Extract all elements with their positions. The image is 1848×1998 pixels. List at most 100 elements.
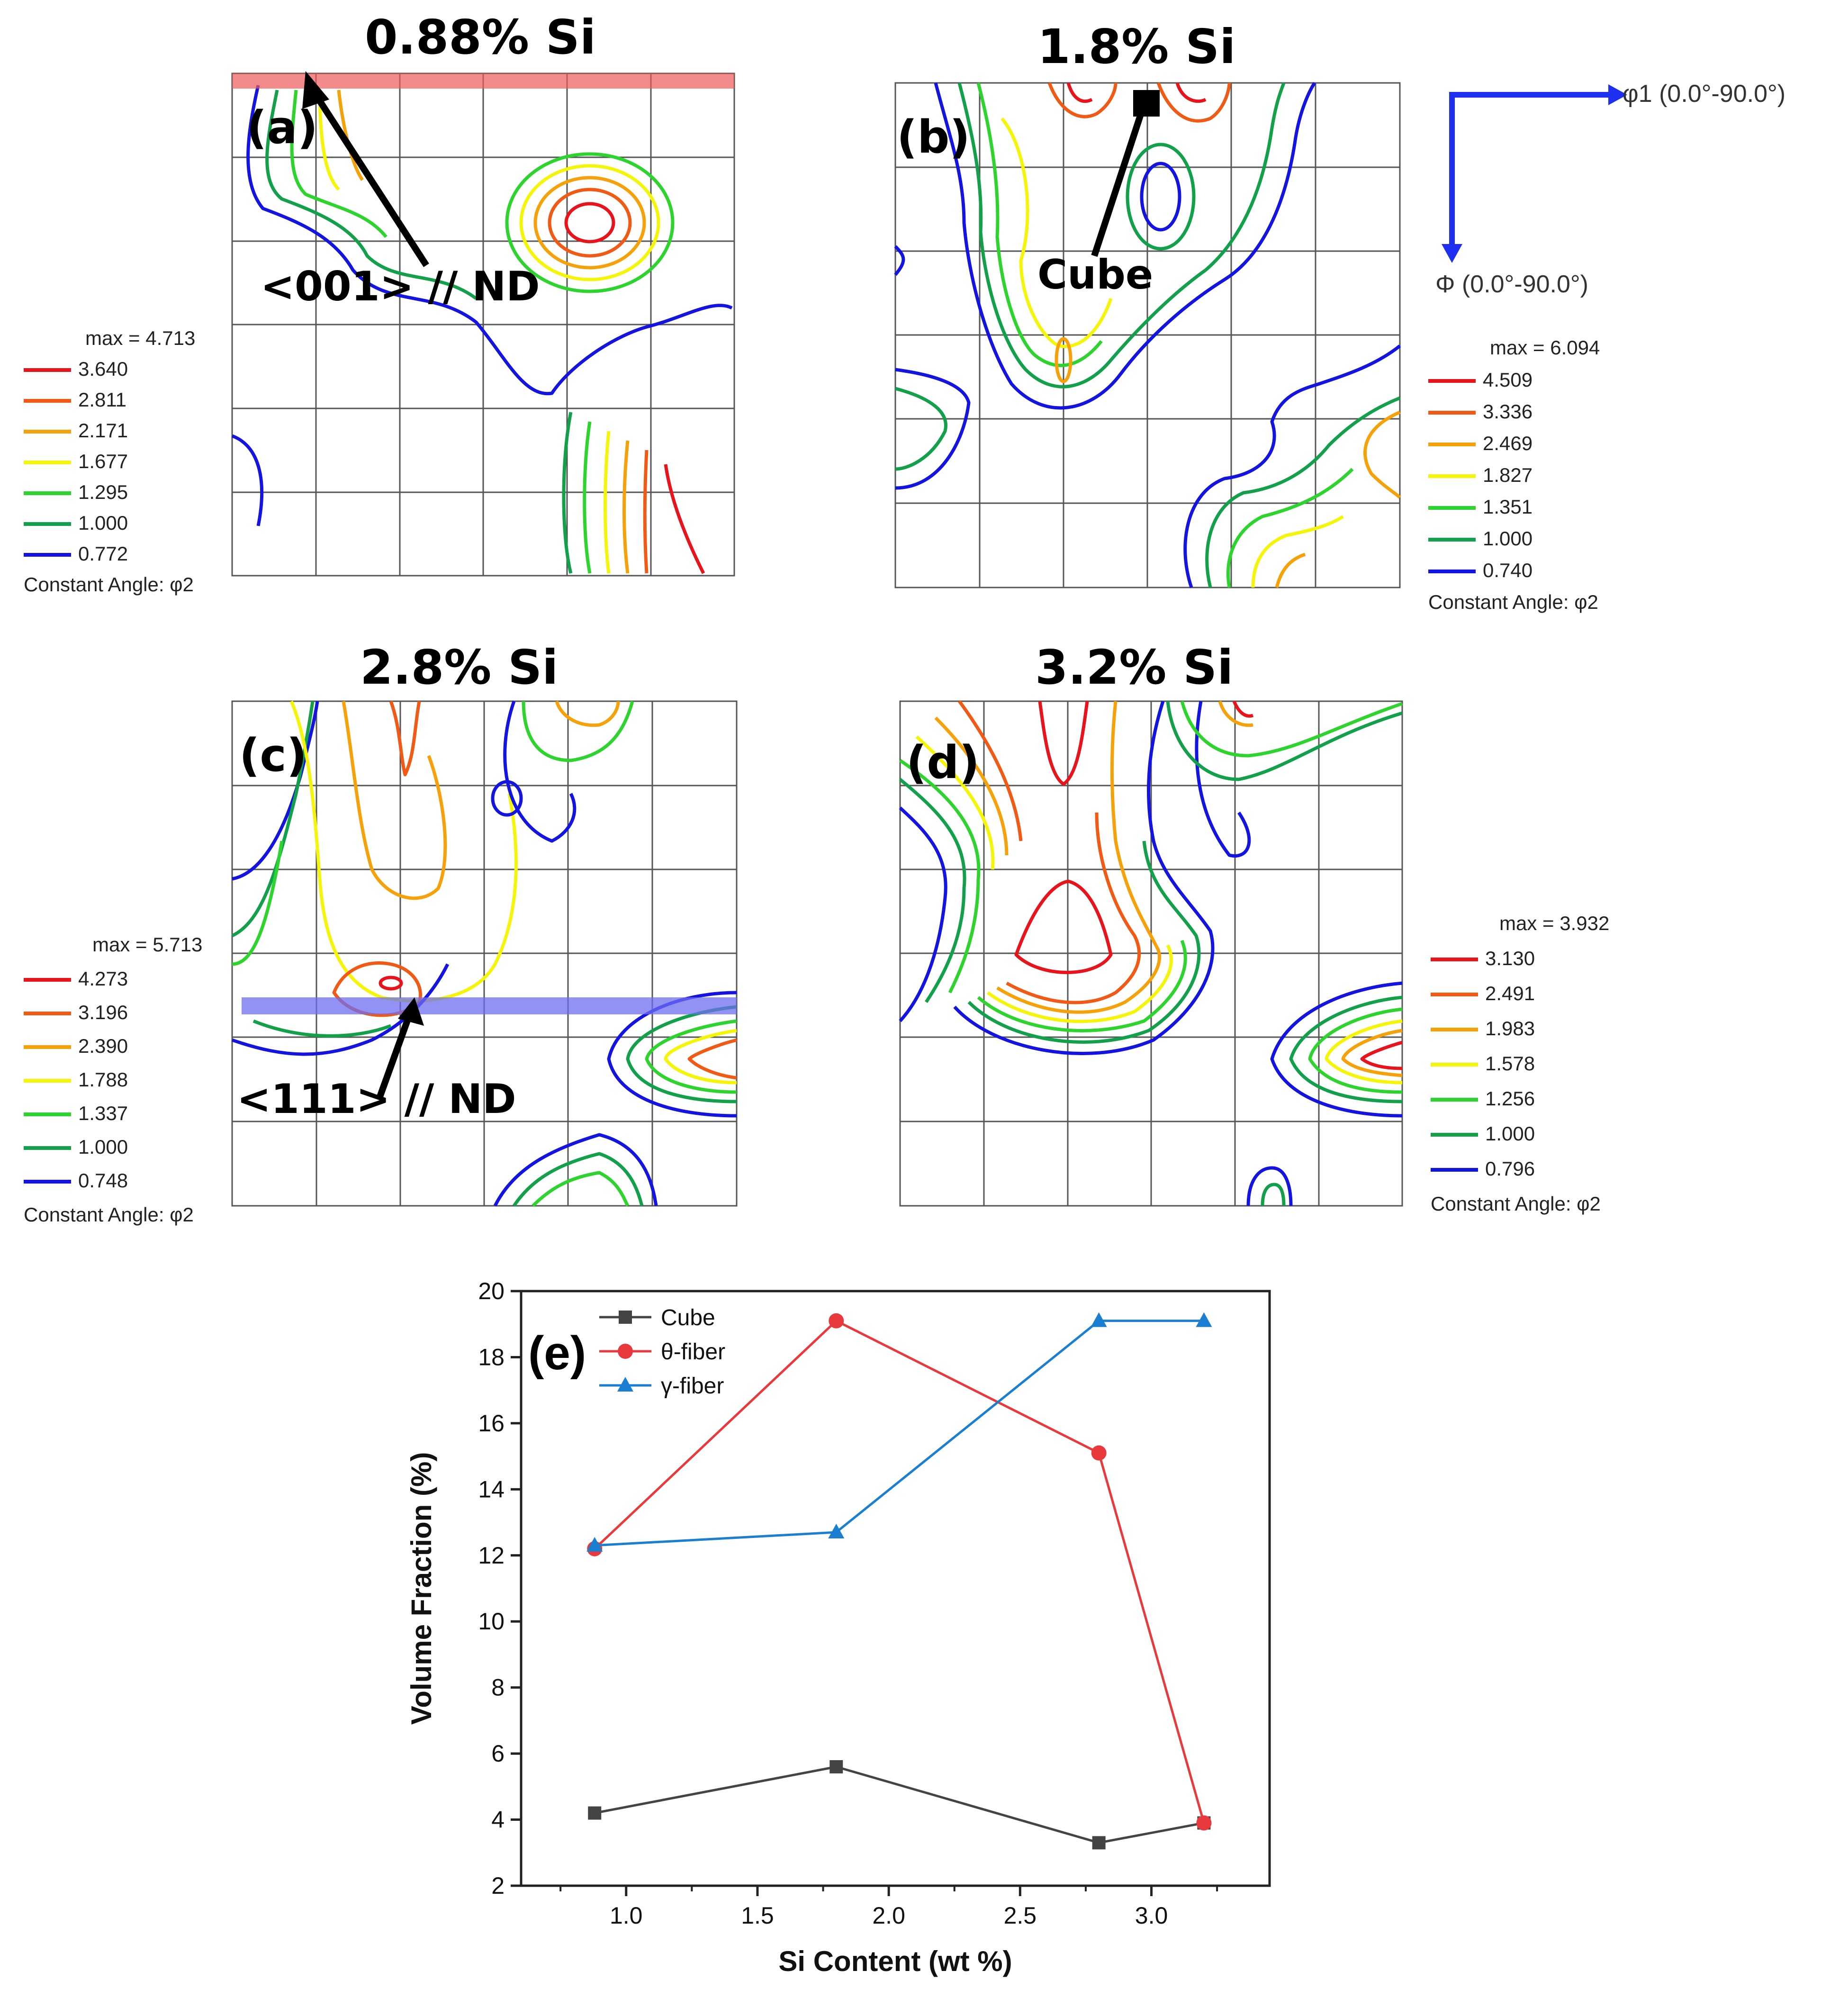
legend-d: max = 3.932 3.130 2.491 1.983 1.578 1.25… xyxy=(1431,912,1630,1225)
legend-c-swatch xyxy=(24,1112,71,1116)
y-tick-label: 2 xyxy=(491,1872,505,1899)
legend-d-swatch xyxy=(1431,1028,1478,1031)
legend-c-swatch xyxy=(24,978,71,982)
legend-label: γ-fiber xyxy=(661,1374,724,1399)
panel-c-annotation: <111> // ND xyxy=(237,1076,516,1123)
legend-a-level: 2.811 xyxy=(78,389,126,411)
legend-a-level: 0.772 xyxy=(78,542,128,565)
data-point xyxy=(586,1537,603,1552)
panel-a-title: 0.88% Si xyxy=(365,9,596,65)
legend-c-swatch xyxy=(24,1146,71,1150)
legend-b-level: 1.351 xyxy=(1483,496,1533,518)
legend-b-swatch xyxy=(1428,411,1476,415)
legend-b-swatch xyxy=(1428,570,1476,573)
legend-a-swatch xyxy=(24,461,71,464)
x-tick-label: 1.0 xyxy=(610,1902,643,1929)
data-point xyxy=(1092,1836,1106,1850)
legend-d-level: 1.983 xyxy=(1485,1017,1535,1040)
panel-b-letter: (b) xyxy=(897,111,970,163)
legend-b-level: 0.740 xyxy=(1483,559,1533,581)
legend-a: max = 4.713 3.640 2.811 2.171 1.677 1.29… xyxy=(24,327,213,611)
y-tick-label: 18 xyxy=(478,1344,505,1370)
legend-b-level: 4.509 xyxy=(1483,369,1533,391)
data-point xyxy=(1196,1815,1212,1831)
legend-c: max = 5.713 4.273 3.196 2.390 1.788 1.33… xyxy=(24,933,213,1237)
data-point xyxy=(829,1760,843,1773)
panel-d-title: 3.2% Si xyxy=(1035,640,1234,695)
data-point xyxy=(1091,1312,1107,1327)
legend-d-max: max = 3.932 xyxy=(1499,912,1610,934)
legend-a-swatch xyxy=(24,553,71,557)
legend-a-swatch xyxy=(24,368,71,372)
legend-b-level: 3.336 xyxy=(1483,400,1533,423)
legend-a-level: 1.000 xyxy=(78,512,128,534)
legend-marker xyxy=(618,1344,633,1359)
volume-fraction-chart: 2 4 6 8 10 12 14 16 18 20 1.0 1.5 2.0 2.5 3.0 Si Conten… xyxy=(406,1278,1271,1977)
legend-b-swatch xyxy=(1428,538,1476,542)
legend-d-level: 3.130 xyxy=(1485,947,1535,969)
data-point xyxy=(1091,1445,1107,1461)
legend-a-swatch xyxy=(24,399,71,403)
annotation-arrow-c xyxy=(376,997,424,1101)
series-line xyxy=(595,1320,1204,1547)
y-tick-label: 8 xyxy=(491,1674,505,1701)
legend-c-level: 4.273 xyxy=(78,967,128,990)
legend-marker xyxy=(619,1311,632,1324)
legend-b: max = 6.094 4.509 3.336 2.469 1.827 1.35… xyxy=(1428,336,1618,630)
legend-d-level: 0.796 xyxy=(1485,1157,1535,1180)
legend-d-swatch xyxy=(1431,993,1478,996)
legend-c-swatch xyxy=(24,1045,71,1049)
legend-marker xyxy=(617,1377,633,1392)
legend-d-level: 1.578 xyxy=(1485,1052,1535,1075)
y-axis-label: Volume Fraction (%) xyxy=(406,1452,437,1725)
legend-c-swatch xyxy=(24,1012,71,1015)
legend-b-level: 1.000 xyxy=(1483,527,1533,550)
legend-c-swatch xyxy=(24,1180,71,1184)
plot-frame xyxy=(520,1290,1271,1887)
x-tick-label: 2.5 xyxy=(1004,1902,1037,1929)
data-point xyxy=(829,1313,844,1329)
legend-a-level: 3.640 xyxy=(78,358,128,380)
legend-d-level: 2.491 xyxy=(1485,982,1535,1004)
legend-a-footer: Constant Angle: φ2 xyxy=(24,573,194,596)
legend-b-footer: Constant Angle: φ2 xyxy=(1428,591,1598,613)
panel-d-letter: (d) xyxy=(906,737,980,789)
panel-b-annotation: Cube xyxy=(1037,251,1154,298)
legend-c-level: 2.390 xyxy=(78,1035,128,1057)
x-tick-label: 3.0 xyxy=(1135,1902,1168,1929)
x-tick-label: 1.5 xyxy=(741,1902,774,1929)
legend-d-level: 1.256 xyxy=(1485,1087,1535,1110)
y-tick-label: 20 xyxy=(478,1278,505,1304)
legend-c-level: 1.000 xyxy=(78,1136,128,1158)
legend-b-level: 2.469 xyxy=(1483,432,1533,454)
axis-key-phi1: φ1 (0.0°-90.0°) xyxy=(1623,80,1786,108)
panel-a-letter: (a) xyxy=(246,102,318,154)
data-point xyxy=(1196,1312,1212,1327)
legend-b-swatch xyxy=(1428,506,1476,510)
legend-a-swatch xyxy=(24,491,71,495)
data-point xyxy=(828,1523,845,1538)
annotation-arrow-a xyxy=(302,71,429,267)
odf-plot-d xyxy=(899,700,1403,1207)
legend-a-max: max = 4.713 xyxy=(85,327,196,349)
legend-d-swatch xyxy=(1431,958,1478,961)
legend-a-level: 1.295 xyxy=(78,481,128,503)
y-tick-label: 16 xyxy=(478,1410,505,1437)
legend-b-max: max = 6.094 xyxy=(1490,336,1600,359)
legend-c-level: 3.196 xyxy=(78,1001,128,1023)
legend-d-swatch xyxy=(1431,1063,1478,1067)
legend-d-swatch xyxy=(1431,1168,1478,1172)
legend-c-level: 1.337 xyxy=(78,1102,128,1124)
legend-a-level: 1.677 xyxy=(78,450,128,472)
panel-c-letter: (c) xyxy=(239,730,307,782)
odf-plot-a xyxy=(231,72,735,577)
y-tick-label: 14 xyxy=(478,1476,505,1502)
panel-a-annotation: <001> // ND xyxy=(261,263,540,310)
legend-label: θ-fiber xyxy=(661,1339,725,1365)
legend-d-swatch xyxy=(1431,1133,1478,1137)
legend-c-footer: Constant Angle: φ2 xyxy=(24,1203,194,1226)
legend-a-swatch xyxy=(24,430,71,434)
y-tick-label: 4 xyxy=(491,1807,505,1833)
data-point xyxy=(588,1806,602,1820)
x-tick-label: 2.0 xyxy=(872,1902,905,1929)
